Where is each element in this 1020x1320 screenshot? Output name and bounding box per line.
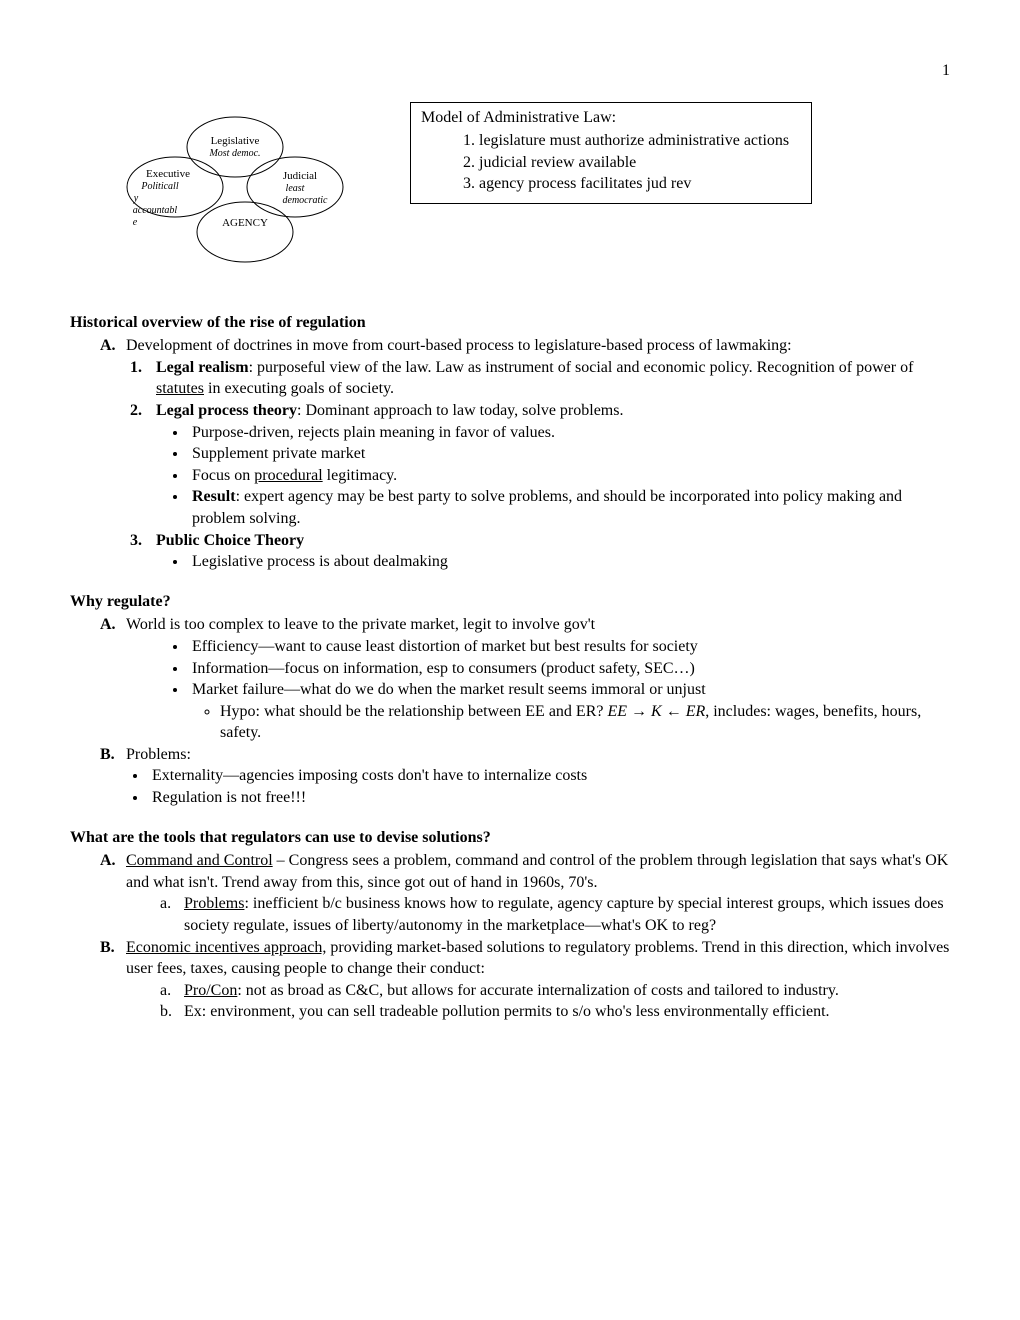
- list-item: Efficiency—want to cause least distortio…: [188, 636, 950, 658]
- marker: 3.: [130, 530, 142, 552]
- list-item: Information—focus on information, esp to…: [188, 658, 950, 680]
- model-title: Model of Administrative Law:: [421, 107, 801, 129]
- marker: 2.: [130, 400, 142, 422]
- executive-sub1: Politicall: [140, 181, 178, 192]
- executive-sub4: e: [133, 217, 138, 228]
- sub-bullet-list: Hypo: what should be the relationship be…: [220, 701, 950, 744]
- bullet-list: Purpose-driven, rejects plain meaning in…: [188, 422, 950, 530]
- text: : Dominant approach to law today, solve …: [297, 402, 623, 419]
- list-item: Externality—agencies imposing costs don'…: [148, 765, 950, 787]
- marker: b.: [160, 1001, 172, 1023]
- text: Economic incentives approach,: [126, 939, 326, 956]
- list-item: Market failure—what do we do when the ma…: [188, 679, 950, 701]
- list-item: B. Problems:: [100, 744, 950, 766]
- list-item: Result: expert agency may be best party …: [188, 486, 950, 529]
- list-item: Regulation is not free!!!: [148, 787, 950, 809]
- model-item: agency process facilitates jud rev: [479, 173, 801, 195]
- list-item: A. World is too complex to leave to the …: [100, 614, 950, 636]
- text: Legal process theory: [156, 402, 297, 419]
- text: World is too complex to leave to the pri…: [126, 616, 595, 633]
- marker: a.: [160, 980, 171, 1002]
- text: : purposeful view of the law. Law as ins…: [249, 359, 914, 376]
- list-item: b. Ex: environment, you can sell tradeab…: [160, 1001, 950, 1023]
- top-row: Legislative Most democ. Executive Politi…: [70, 102, 950, 282]
- judicial-sub2: democratic: [283, 195, 329, 206]
- marker: 1.: [130, 357, 142, 379]
- marker: B.: [100, 937, 115, 959]
- text: statutes: [156, 380, 204, 397]
- list-item: 1. Legal realism: purposeful view of the…: [130, 357, 950, 400]
- list-item: 3. Public Choice Theory: [130, 530, 950, 552]
- section-heading: What are the tools that regulators can u…: [70, 827, 950, 849]
- list-item: Focus on procedural legitimacy.: [188, 465, 950, 487]
- marker: a.: [160, 893, 171, 915]
- model-item: legislature must authorize administrativ…: [479, 130, 801, 152]
- legislative-label: Legislative: [211, 135, 260, 147]
- text: Command and Control: [126, 852, 273, 869]
- list-item: Legislative process is about dealmaking: [188, 551, 950, 573]
- bullet-list: Efficiency—want to cause least distortio…: [188, 636, 950, 701]
- list-item: a. Problems: inefficient b/c business kn…: [160, 893, 950, 936]
- text: Problems: [184, 895, 244, 912]
- executive-sub2: y: [133, 193, 139, 204]
- judicial-sub1: least: [286, 183, 305, 194]
- text: Public Choice Theory: [156, 532, 304, 549]
- section-heading: Historical overview of the rise of regul…: [70, 312, 950, 334]
- bullet-list: Legislative process is about dealmaking: [188, 551, 950, 573]
- executive-sub3: accountabl: [133, 205, 178, 216]
- executive-label: Executive: [146, 168, 190, 180]
- legislative-sub: Most democ.: [208, 148, 260, 159]
- list-item: Hypo: what should be the relationship be…: [220, 701, 950, 744]
- list-item: A. Command and Control – Congress sees a…: [100, 850, 950, 893]
- agency-label: AGENCY: [222, 217, 268, 229]
- text: Problems:: [126, 746, 191, 763]
- bullet-list: Externality—agencies imposing costs don'…: [148, 765, 950, 808]
- marker: B.: [100, 744, 115, 766]
- section-heading: Why regulate?: [70, 591, 950, 613]
- marker: A.: [100, 335, 116, 357]
- list-item: 2. Legal process theory: Dominant approa…: [130, 400, 950, 422]
- list-item: Supplement private market: [188, 443, 950, 465]
- list-item: A. Development of doctrines in move from…: [100, 335, 950, 357]
- page-number: 1: [70, 60, 950, 82]
- text: Legal realism: [156, 359, 249, 376]
- list-item: a. Pro/Con: not as broad as C&C, but all…: [160, 980, 950, 1002]
- text: Pro/Con: [184, 982, 237, 999]
- marker: A.: [100, 850, 116, 872]
- marker: A.: [100, 614, 116, 636]
- model-box: Model of Administrative Law: legislature…: [410, 102, 812, 204]
- model-item: judicial review available: [479, 152, 801, 174]
- text: Development of doctrines in move from co…: [126, 337, 792, 354]
- list-item: B. Economic incentives approach, providi…: [100, 937, 950, 980]
- text: Ex: environment, you can sell tradeable …: [184, 1003, 830, 1020]
- text: : not as broad as C&C, but allows for ac…: [237, 982, 838, 999]
- judicial-label: Judicial: [283, 170, 317, 182]
- text: : inefficient b/c business knows how to …: [184, 895, 944, 934]
- venn-diagram: Legislative Most democ. Executive Politi…: [70, 102, 370, 282]
- text: in executing goals of society.: [204, 380, 394, 397]
- list-item: Purpose-driven, rejects plain meaning in…: [188, 422, 950, 444]
